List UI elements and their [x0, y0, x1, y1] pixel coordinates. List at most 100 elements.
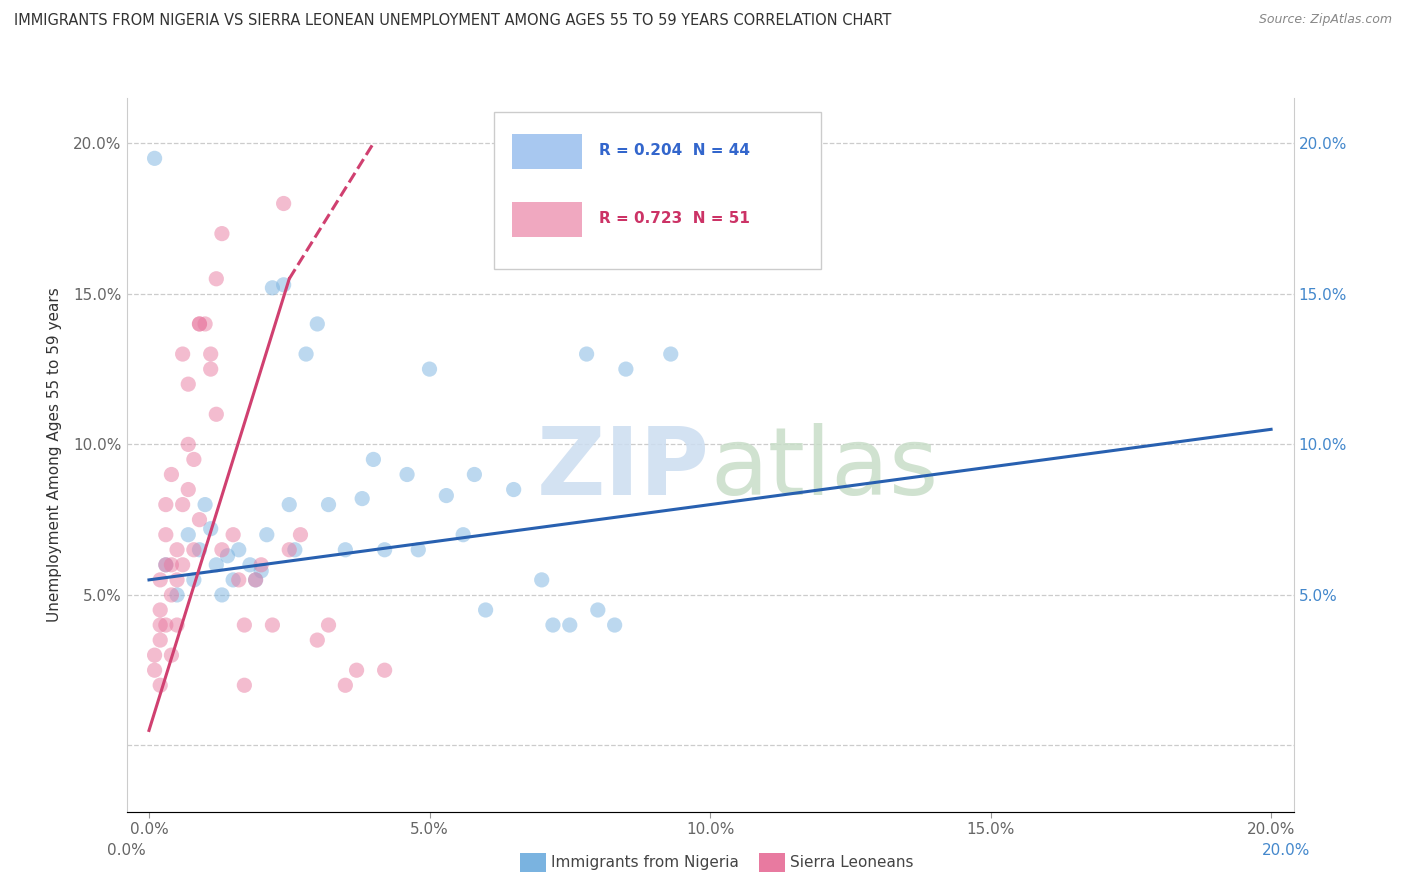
Point [200, 362, 222, 376]
Y-axis label: Unemployment Among Ages 55 to 59 years: Unemployment Among Ages 55 to 59 years [48, 287, 62, 623]
Point [558, 618, 581, 632]
Point [463, 467, 485, 482]
Point [233, 678, 256, 692]
Point [278, 542, 301, 557]
Point [149, 618, 172, 632]
Point [155, 618, 177, 632]
Point [228, 542, 250, 557]
Point [149, 678, 172, 692]
Point [434, 489, 457, 503]
Text: Sierra Leoneans: Sierra Leoneans [790, 855, 914, 870]
Bar [512, 202, 582, 237]
Point [183, 542, 205, 557]
Point [474, 603, 496, 617]
Point [396, 467, 419, 482]
FancyBboxPatch shape [494, 112, 821, 269]
Text: Immigrants from Nigeria: Immigrants from Nigeria [551, 855, 740, 870]
Point [160, 648, 183, 662]
Point [239, 558, 262, 572]
Text: R = 0.723  N = 51: R = 0.723 N = 51 [599, 211, 749, 227]
Point [256, 527, 278, 541]
Point [149, 633, 172, 648]
Point [418, 362, 440, 376]
Text: 20.0%: 20.0% [1263, 843, 1310, 858]
Point [502, 483, 524, 497]
Point [149, 603, 172, 617]
Point [307, 633, 329, 648]
Point [541, 618, 564, 632]
Point [245, 573, 267, 587]
Text: IMMIGRANTS FROM NIGERIA VS SIERRA LEONEAN UNEMPLOYMENT AMONG AGES 55 TO 59 YEARS: IMMIGRANTS FROM NIGERIA VS SIERRA LEONEA… [14, 13, 891, 29]
Text: Source: ZipAtlas.com: Source: ZipAtlas.com [1258, 13, 1392, 27]
Point [155, 558, 177, 572]
Point [183, 452, 205, 467]
Point [222, 527, 245, 541]
Point [200, 347, 222, 361]
Point [290, 527, 312, 541]
Point [262, 618, 284, 632]
Point [295, 347, 318, 361]
Point [143, 648, 166, 662]
Text: ZIP: ZIP [537, 423, 710, 516]
Point [352, 491, 374, 506]
Point [177, 527, 200, 541]
Point [188, 317, 211, 331]
Point [346, 663, 368, 677]
Point [160, 558, 183, 572]
Point [222, 573, 245, 587]
Point [211, 588, 233, 602]
Point [183, 573, 205, 587]
Point [177, 377, 200, 392]
Point [318, 498, 340, 512]
Point [318, 618, 340, 632]
Point [194, 317, 217, 331]
Point [586, 603, 609, 617]
Point [451, 527, 474, 541]
Point [374, 542, 396, 557]
Point [177, 437, 200, 451]
Point [659, 347, 682, 361]
Text: R = 0.204  N = 44: R = 0.204 N = 44 [599, 144, 751, 159]
Point [335, 678, 357, 692]
Point [166, 618, 188, 632]
Point [143, 152, 166, 166]
Point [217, 549, 239, 563]
Point [250, 558, 273, 572]
Point [205, 407, 228, 421]
Point [188, 542, 211, 557]
Point [143, 663, 166, 677]
Point [575, 347, 598, 361]
Point [155, 527, 177, 541]
Point [188, 513, 211, 527]
Point [363, 452, 385, 467]
Point [149, 573, 172, 587]
Point [614, 362, 637, 376]
Point [603, 618, 626, 632]
Point [155, 558, 177, 572]
Point [211, 227, 233, 241]
Point [273, 196, 295, 211]
Point [250, 564, 273, 578]
Point [172, 498, 194, 512]
Point [194, 498, 217, 512]
Point [284, 542, 307, 557]
Point [166, 542, 188, 557]
Point [166, 588, 188, 602]
Point [262, 281, 284, 295]
Point [166, 573, 188, 587]
Point [408, 542, 430, 557]
Point [530, 573, 553, 587]
Point [278, 498, 301, 512]
Point [160, 588, 183, 602]
Point [205, 272, 228, 286]
Point [188, 317, 211, 331]
Point [245, 573, 267, 587]
Point [172, 558, 194, 572]
Point [307, 317, 329, 331]
Point [228, 573, 250, 587]
Text: atlas: atlas [710, 423, 938, 516]
Point [200, 522, 222, 536]
Bar [512, 134, 582, 169]
Point [205, 558, 228, 572]
Text: 0.0%: 0.0% [107, 843, 146, 858]
